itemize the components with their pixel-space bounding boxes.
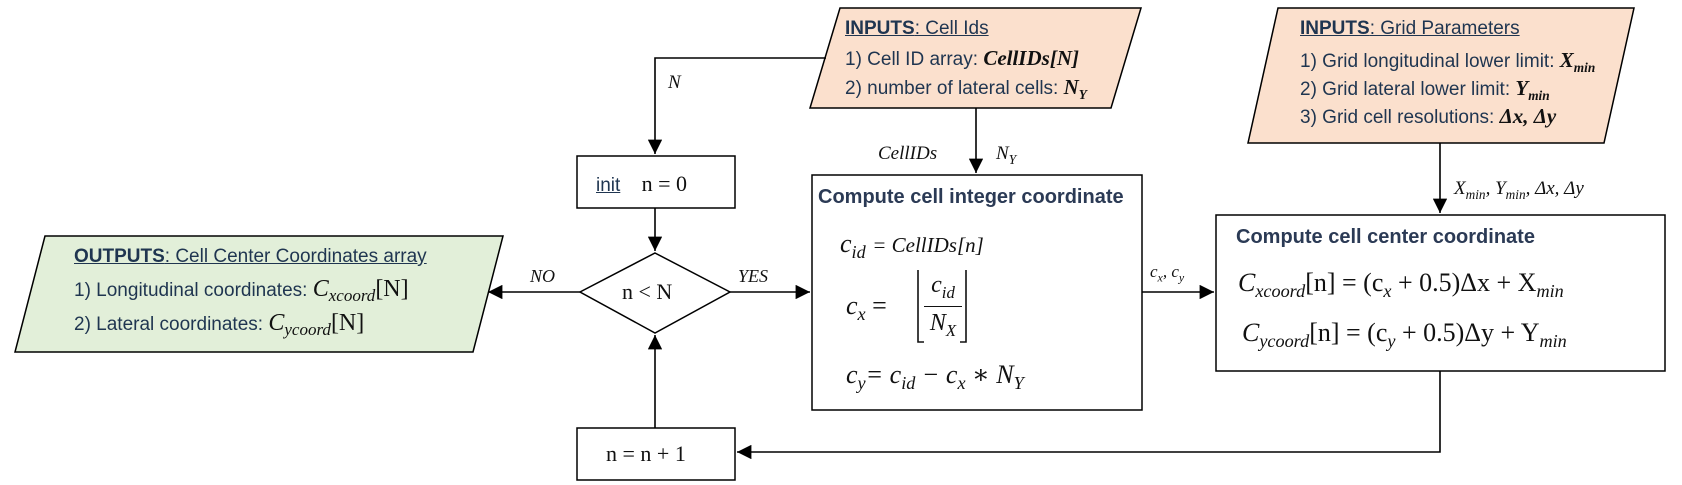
inputs-grid-shape	[1247, 7, 1635, 144]
init-box-shape	[576, 155, 736, 209]
inputs-grid-line1: 1) Grid longitudinal lower limit: Xmin	[1300, 48, 1596, 75]
center-eq1: Cxcoord[n] = (cx + 0.5)Δx + Xmin	[1238, 268, 1564, 302]
inputs-cell-ids-line2: 2) number of lateral cells: NY	[845, 75, 1087, 102]
edge-label-grid-params: Xmin, Ymin, Δx, Δy	[1454, 178, 1584, 202]
edge-inputs-to-init	[647, 57, 826, 154]
edge-center-to-increment	[737, 371, 1441, 460]
center-box-title: Compute cell center coordinate	[1236, 226, 1535, 248]
edge-label-no: NO	[530, 266, 556, 286]
edge-label-ny: NY	[996, 143, 1017, 167]
edge-label-n: N	[668, 72, 681, 93]
center-eq2: Cycoord[n] = (cy + 0.5)Δy + Ymin	[1242, 318, 1567, 352]
increment-label: n = n + 1	[606, 441, 686, 466]
integer-eq2-fraction-bar	[924, 306, 962, 307]
outputs-line2: 2) Lateral coordinates: Cycoord[N]	[74, 310, 365, 339]
inputs-cell-ids-shape	[808, 7, 1143, 109]
integer-box-shape	[811, 174, 1143, 411]
integer-eq1: cid = CellIDs[n]	[840, 229, 984, 263]
outputs-shape	[14, 235, 504, 353]
floor-brackets	[917, 270, 967, 343]
integer-box-title: Compute cell integer coordinate	[818, 186, 1124, 208]
outputs-header: OUTPUTS: Cell Center Coordinates array	[74, 246, 427, 267]
increment-box-shape	[576, 427, 736, 481]
edge-label-cxcy: cx, cy	[1150, 262, 1185, 285]
edge-label-yes: YES	[738, 266, 769, 286]
integer-eq3: cy= cid − cx ∗ NY	[846, 360, 1024, 394]
integer-eq2-denominator: NX	[929, 310, 957, 340]
outputs-line1: 1) Longitudinal coordinates: Cxcoord[N]	[74, 276, 409, 305]
init-box-label: init n = 0	[596, 171, 687, 196]
inputs-cell-ids-line1: 1) Cell ID array: CellIDs[N]	[845, 46, 1079, 70]
inputs-grid-header: INPUTS: Grid Parameters	[1300, 18, 1520, 39]
decision-label: n < N	[622, 279, 673, 304]
inputs-grid-line2: 2) Grid lateral lower limit: Ymin	[1300, 76, 1550, 103]
decision-diamond-shape	[578, 252, 732, 334]
inputs-grid-line3: 3) Grid cell resolutions: Δx, Δy	[1300, 104, 1557, 128]
edge-label-cellids: CellIDs	[878, 143, 938, 164]
integer-eq2: cx =	[846, 291, 887, 325]
center-box-shape	[1215, 214, 1666, 372]
integer-eq2-numerator: cid	[931, 272, 955, 302]
inputs-cell-ids-header: INPUTS: Cell Ids	[845, 18, 989, 39]
